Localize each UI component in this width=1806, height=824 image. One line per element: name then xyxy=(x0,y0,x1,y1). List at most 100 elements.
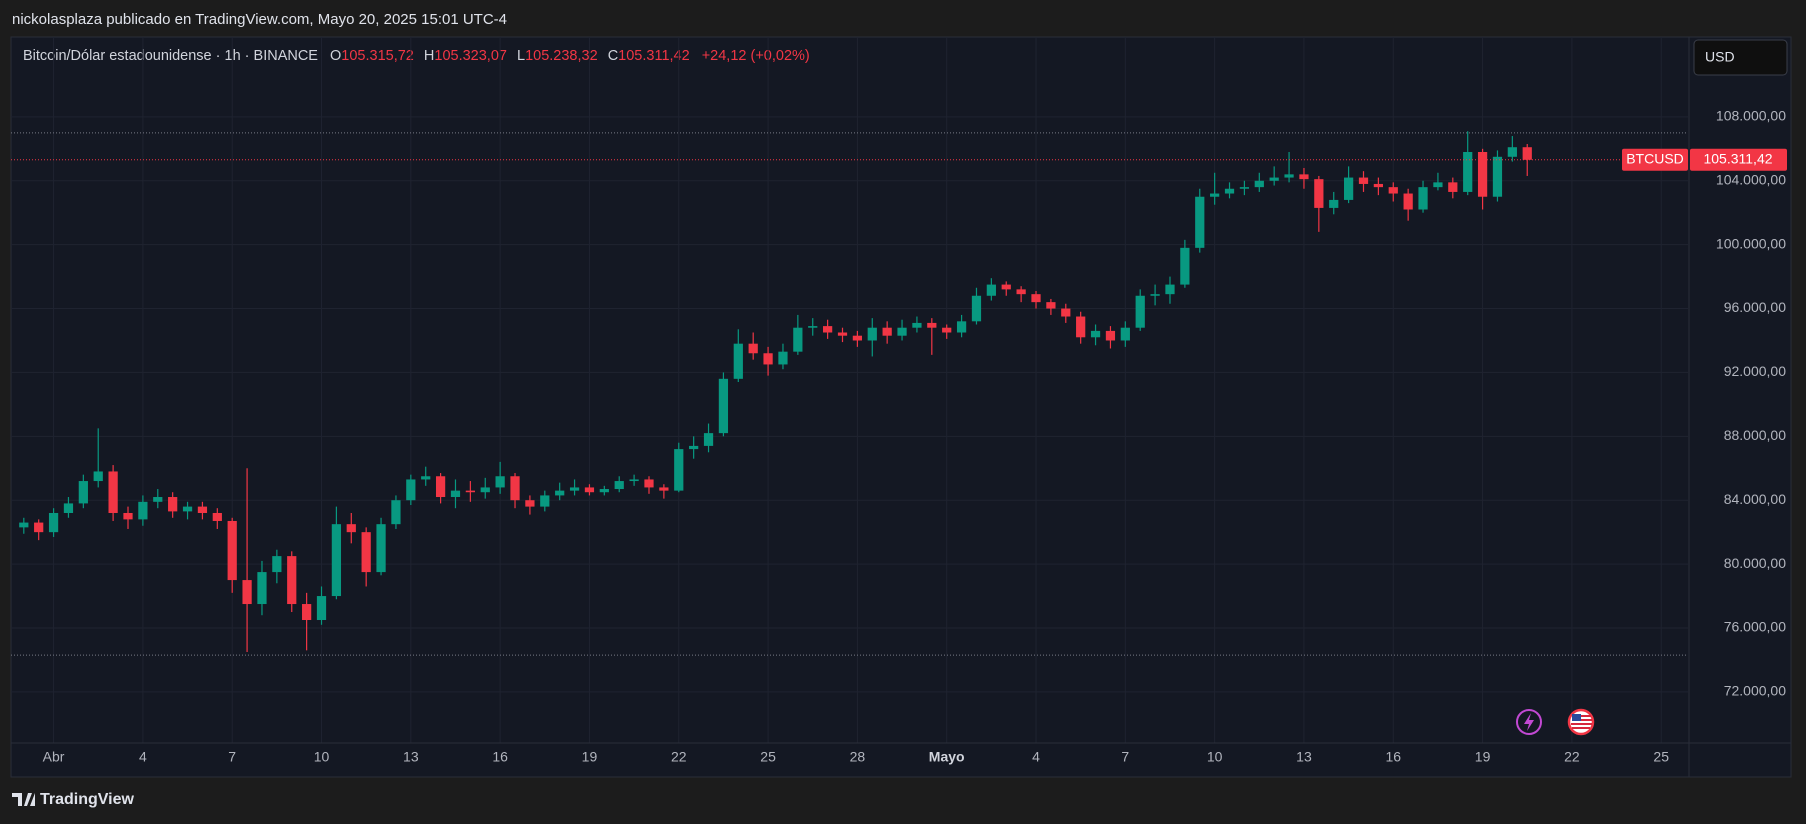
candle-body xyxy=(897,327,907,336)
candle-body xyxy=(1373,183,1383,188)
candle-body xyxy=(168,497,178,512)
currency-label: USD xyxy=(1705,49,1735,65)
candle-body xyxy=(1239,187,1250,189)
candle-body xyxy=(1448,182,1458,192)
symbol-tag xyxy=(1622,148,1688,171)
candle-body xyxy=(108,471,118,513)
candle-body xyxy=(1522,147,1532,160)
flag-stripes xyxy=(1571,715,1592,729)
candle-body xyxy=(450,490,461,498)
candle-body xyxy=(272,556,282,573)
candle-body xyxy=(1135,295,1145,328)
candle-body xyxy=(912,322,922,328)
candle-body xyxy=(1254,180,1264,188)
candle-body xyxy=(837,332,848,336)
candle-body xyxy=(302,604,312,621)
candle-body xyxy=(971,295,982,322)
candle-body xyxy=(138,501,148,520)
event-icons xyxy=(1516,708,1595,736)
candle-body xyxy=(346,524,356,533)
x-tick-label: 22 xyxy=(1564,749,1580,765)
candle-body xyxy=(1329,199,1339,208)
candle-body xyxy=(361,532,371,573)
flag-icon[interactable] xyxy=(1567,708,1595,736)
currency-button[interactable] xyxy=(1693,39,1788,76)
candle-body xyxy=(1418,187,1428,210)
candle-body xyxy=(257,572,267,605)
candle-body xyxy=(1165,284,1175,295)
candle-body xyxy=(1076,316,1086,338)
x-tick-label: 22 xyxy=(671,749,687,765)
candle-body xyxy=(391,500,401,525)
candle-body xyxy=(555,490,565,496)
candle-body xyxy=(465,490,475,493)
y-tick-label: 72.000,00 xyxy=(1724,683,1786,699)
candle-body xyxy=(540,495,550,507)
candle-body xyxy=(584,487,595,493)
legend-change: +24,12 (+0,02%) xyxy=(702,48,810,64)
candle-body xyxy=(510,476,520,501)
candle-body xyxy=(1388,187,1398,194)
candle-body xyxy=(1090,330,1101,338)
candle-body xyxy=(1120,327,1130,341)
candle-body xyxy=(197,506,208,513)
chart-legend: Bitcoin/Dólar estadounidense · 1h · BINA… xyxy=(23,48,810,64)
candle-body xyxy=(242,580,252,605)
candle-body xyxy=(629,479,639,482)
x-tick-label: 25 xyxy=(1653,749,1669,765)
candle-body xyxy=(1031,294,1041,303)
x-tick-label: 16 xyxy=(1385,749,1401,765)
candle-body xyxy=(48,512,59,533)
candle-body xyxy=(1195,196,1205,248)
candle-body xyxy=(882,327,892,336)
legend-l-label: L xyxy=(517,48,525,64)
x-tick-label: 28 xyxy=(850,749,866,765)
candle-body xyxy=(1001,284,1011,290)
legend-high: 105.323,07 xyxy=(434,48,507,64)
candle-body xyxy=(1314,179,1324,208)
publish-header: nickolasplaza publicado en TradingView.c… xyxy=(12,11,507,28)
price-tag xyxy=(1690,148,1787,171)
candle-body xyxy=(376,524,386,573)
candle-body xyxy=(525,500,535,507)
candle-body xyxy=(34,522,44,533)
y-tick-label: 80.000,00 xyxy=(1724,555,1786,571)
legend-close: 105.311,42 xyxy=(618,48,690,64)
candle-body xyxy=(599,489,609,493)
candle-body xyxy=(942,327,952,333)
candle-body xyxy=(1210,193,1220,197)
candle-body xyxy=(1463,152,1473,192)
candle-body xyxy=(733,343,743,379)
x-tick-label: Mayo xyxy=(929,749,965,765)
y-tick-label: 88.000,00 xyxy=(1724,427,1786,443)
candle-body xyxy=(614,481,624,490)
y-tick-label: 100.000,00 xyxy=(1716,235,1786,251)
candle-body xyxy=(1284,174,1294,178)
candle-body xyxy=(644,479,654,488)
candle-body xyxy=(1269,177,1279,181)
candle-body xyxy=(778,351,788,365)
candle-body xyxy=(212,512,222,521)
candle-body xyxy=(823,326,833,333)
legend-h-label: H xyxy=(424,48,434,64)
candle-body xyxy=(63,503,74,513)
candle-body xyxy=(123,512,133,520)
x-tick-label: 13 xyxy=(1296,749,1312,765)
x-tick-label: 13 xyxy=(403,749,419,765)
candle-body xyxy=(956,321,967,333)
legend-symbol: Bitcoin/Dólar estadounidense · 1h · BINA… xyxy=(23,48,318,64)
candle-body xyxy=(703,433,714,446)
y-tick-label: 92.000,00 xyxy=(1724,363,1786,379)
price-tag-label: 105.311,42 xyxy=(1703,151,1772,167)
candle-body xyxy=(718,378,729,434)
candle-body xyxy=(1403,193,1413,210)
candle-body xyxy=(331,524,342,597)
candle-body xyxy=(93,471,103,482)
symbol-tag-label: BTCUSD xyxy=(1626,151,1684,167)
candle-body xyxy=(480,487,490,493)
candle-body xyxy=(495,476,505,488)
candle-body xyxy=(1061,308,1071,317)
candle-body xyxy=(674,449,684,491)
y-tick-label: 108.000,00 xyxy=(1716,108,1786,124)
candle-body xyxy=(406,479,416,501)
